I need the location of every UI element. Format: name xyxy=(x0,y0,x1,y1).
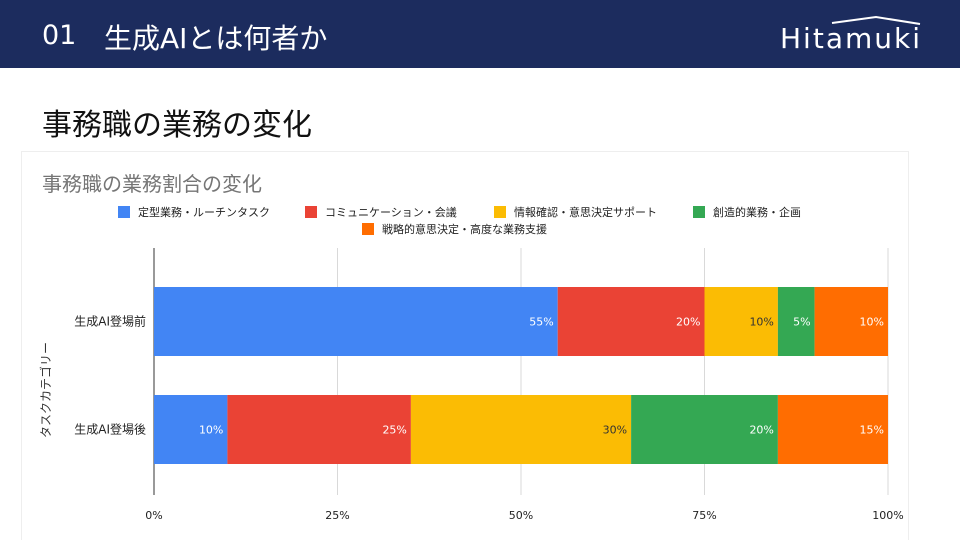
chart-title: 事務職の業務割合の変化 xyxy=(42,172,262,196)
x-tick-label: 50% xyxy=(509,509,533,522)
section-number: 01 xyxy=(42,20,77,51)
legend-label: 創造的業務・企画 xyxy=(713,205,801,219)
x-tick-label: 0% xyxy=(145,509,162,522)
bar-segment xyxy=(410,395,632,464)
legend-label: 情報確認・意思決定サポート xyxy=(514,205,657,219)
data-label: 10% xyxy=(749,316,773,329)
data-label: 20% xyxy=(749,424,773,437)
legend-swatch xyxy=(362,223,374,235)
data-label: 55% xyxy=(529,316,553,329)
data-label: 10% xyxy=(860,316,884,329)
bar-segment xyxy=(777,395,888,464)
legend-swatch xyxy=(494,206,506,218)
category-label: 生成AI登場前 xyxy=(74,314,146,329)
y-axis-title: タスクカテゴリー xyxy=(38,342,53,438)
bar-segment xyxy=(777,287,815,356)
bar-segment xyxy=(557,287,705,356)
hitamuki-logo: Hitamuki xyxy=(780,14,930,58)
bar-segment xyxy=(631,395,778,464)
header-bar: 01 生成AIとは何者か Hitamuki xyxy=(0,0,960,68)
section-title: 生成AIとは何者か xyxy=(104,22,328,55)
legend-swatch xyxy=(118,206,130,218)
legend-label: 戦略的意思決定・高度な業務支援 xyxy=(382,222,547,236)
bar-segment xyxy=(154,395,228,464)
data-label: 15% xyxy=(860,424,884,437)
bar-segment xyxy=(704,287,778,356)
logo-text: Hitamuki xyxy=(780,22,922,55)
legend-swatch xyxy=(305,206,317,218)
data-label: 10% xyxy=(199,424,223,437)
legend-swatch xyxy=(693,206,705,218)
data-label: 5% xyxy=(793,316,810,329)
data-label: 30% xyxy=(603,424,627,437)
x-tick-label: 100% xyxy=(872,509,903,522)
legend-label: コミュニケーション・会議 xyxy=(325,205,457,219)
bar-segment xyxy=(227,395,411,464)
legend-label: 定型業務・ルーチンタスク xyxy=(138,205,270,219)
data-label: 20% xyxy=(676,316,700,329)
bar-segment xyxy=(154,287,558,356)
bar-segment xyxy=(814,287,888,356)
x-tick-label: 75% xyxy=(692,509,716,522)
page-subtitle: 事務職の業務の変化 xyxy=(42,108,312,143)
logo-roof-icon xyxy=(831,15,921,25)
data-label: 25% xyxy=(382,424,406,437)
category-label: 生成AI登場後 xyxy=(74,422,146,437)
x-tick-label: 25% xyxy=(325,509,349,522)
